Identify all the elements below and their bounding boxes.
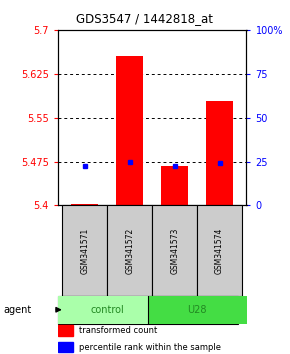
Bar [62,205,107,296]
Bar [148,296,246,324]
Text: GSM341571: GSM341571 [80,227,89,274]
Text: transformed count: transformed count [79,326,157,335]
Text: GSM341574: GSM341574 [215,227,224,274]
Bar [58,325,73,336]
Text: GSM341573: GSM341573 [170,227,179,274]
Bar [197,205,242,296]
Bar [116,56,143,205]
Bar [58,342,73,353]
Text: agent: agent [3,305,31,315]
Text: U28: U28 [187,305,207,315]
Bar [107,205,152,296]
Bar [58,296,148,324]
Bar [206,101,233,205]
Text: percentile rank within the sample: percentile rank within the sample [79,343,221,352]
Bar [161,166,188,205]
Bar [152,205,197,296]
Bar [71,204,98,205]
Text: GSM341572: GSM341572 [125,227,134,274]
Text: GDS3547 / 1442818_at: GDS3547 / 1442818_at [77,12,213,25]
Text: control: control [90,305,124,315]
